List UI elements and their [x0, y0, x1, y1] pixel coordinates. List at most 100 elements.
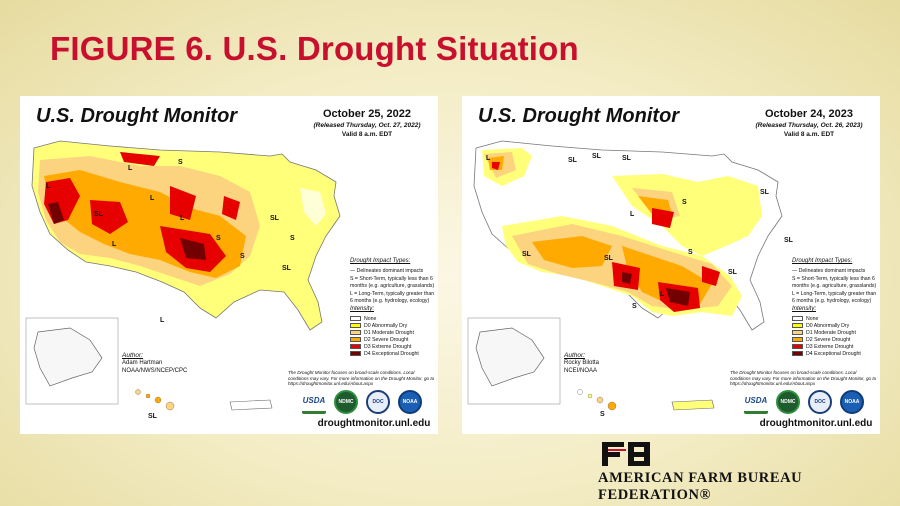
hawaii-label: SL	[148, 413, 158, 420]
author-org: NOAA/NWS/NCEP/CPC	[122, 368, 188, 375]
author-block: Author: Adam Hartman NOAA/NWS/NCEP/CPC	[122, 352, 187, 376]
legend-item-label: D4 Exceptional Drought	[364, 350, 419, 357]
legend-item-label: D2 Severe Drought	[364, 336, 409, 343]
impact-label: SL	[522, 251, 532, 258]
doc-logo: DOC	[808, 390, 832, 414]
map-legend: Drought Impact Types: ⁓ Delineates domin…	[792, 258, 878, 358]
impact-label: L	[486, 155, 491, 162]
dominant-impacts-icon: ⁓	[350, 267, 357, 274]
impact-label: L	[46, 183, 51, 190]
intensity-heading: Intensity:	[350, 306, 375, 312]
impact-label: L	[660, 291, 665, 298]
usda-logo: USDA	[744, 390, 768, 414]
ndmc-logo: NDMC	[334, 390, 358, 414]
impact-label: S	[178, 159, 183, 166]
author-block: Author: Rocky Bilotta NCEI/NOAA	[564, 352, 599, 376]
map-title: U.S. Drought Monitor	[478, 105, 680, 127]
dominant-impacts-icon: ⁓	[792, 267, 799, 274]
legend-item: D2 Severe Drought	[350, 337, 436, 344]
valid-time: Valid 8 a.m. EDT	[783, 131, 835, 138]
legend-item-label: None	[364, 315, 377, 322]
impact-heading: Drought Impact Types:	[350, 258, 411, 264]
impact-label: S	[216, 235, 221, 242]
impact-label: L	[150, 195, 155, 202]
author-name: Adam Hartman	[122, 360, 163, 367]
author-org: NCEI/NOAA	[564, 368, 598, 375]
release-date: (Released Thursday, Oct. 26, 2023)	[755, 122, 863, 129]
drought-map-panel-2023: SL SL L L S SL SL SL SL S SL L S SL S U.…	[462, 96, 880, 434]
drought-monitor-link[interactable]: droughtmonitor.unl.edu	[759, 418, 873, 429]
impact-label: SL	[592, 153, 602, 160]
map-date: October 24, 2023	[764, 108, 854, 120]
map-title: U.S. Drought Monitor	[36, 105, 238, 127]
short-term-note: S = Short-Term, typically less than 6 mo…	[350, 276, 435, 289]
long-term-note: L = Long-Term, typically greater than 6 …	[350, 291, 435, 304]
afbf-logo-icon	[602, 442, 650, 466]
legend-item-label: None	[806, 315, 819, 322]
impact-label: SL	[568, 157, 578, 164]
impact-label: S	[240, 253, 245, 260]
legend-item: D1 Moderate Drought	[792, 330, 878, 337]
drought-monitor-link[interactable]: droughtmonitor.unl.edu	[317, 418, 431, 429]
impact-label: S	[632, 303, 637, 310]
impact-label: SL	[270, 215, 280, 222]
dominant-impacts-text: Delineates dominant impacts	[798, 267, 866, 274]
impact-label: L	[128, 165, 133, 172]
impact-label: L	[180, 215, 185, 222]
legend-item-label: D0 Abnormally Dry	[806, 322, 850, 329]
legend-item-label: D0 Abnormally Dry	[364, 322, 408, 329]
us-drought-map-2022: L S L SL L SL L S L SL S L S SL	[25, 140, 341, 420]
noaa-logo: NOAA	[398, 390, 422, 414]
legend-item: None	[350, 316, 436, 323]
impact-heading: Drought Impact Types:	[792, 258, 853, 264]
impact-label: S	[688, 249, 693, 256]
footnote: The Drought Monitor focuses on broad-sca…	[288, 370, 435, 387]
impact-label: S	[682, 199, 687, 206]
author-label: Author:	[564, 352, 585, 359]
legend-item-label: D3 Extreme Drought	[806, 343, 854, 350]
legend-item-label: D1 Moderate Drought	[364, 329, 414, 336]
doc-logo: DOC	[366, 390, 390, 414]
us-drought-map-2023: SL SL L L S SL SL SL SL S SL L S SL S	[467, 140, 794, 418]
legend-item-label: D2 Severe Drought	[806, 336, 851, 343]
ndmc-logo: NDMC	[776, 390, 800, 414]
drought-map-panel-2022: L S L SL L SL L S L SL S L S SL U.S. Dro…	[20, 96, 438, 434]
legend-item: D4 Exceptional Drought	[350, 351, 436, 358]
legend-item: D3 Extreme Drought	[792, 344, 878, 351]
legend-item: D0 Abnormally Dry	[350, 323, 436, 330]
impact-label: SL	[622, 155, 632, 162]
afbf-wordmark: AMERICAN FARM BUREAU FEDERATION®	[598, 470, 803, 503]
legend-item-label: D4 Exceptional Drought	[806, 350, 861, 357]
legend-item: D4 Exceptional Drought	[792, 351, 878, 358]
impact-label: SL	[94, 211, 104, 218]
long-term-note: L = Long-Term, typically greater than 6 …	[792, 291, 877, 304]
legend-item: D1 Moderate Drought	[350, 330, 436, 337]
slide-title: FIGURE 6. U.S. Drought Situation	[50, 30, 579, 67]
impact-label: SL	[604, 255, 614, 262]
impact-label: L	[630, 211, 635, 218]
release-date: (Released Thursday, Oct. 27, 2022)	[313, 122, 421, 129]
noaa-logo: NOAA	[840, 390, 864, 414]
impact-label: S	[290, 235, 295, 242]
intensity-heading: Intensity:	[792, 306, 817, 312]
author-name: Rocky Bilotta	[564, 360, 600, 367]
impact-label: L	[160, 317, 165, 324]
legend-item: None	[792, 316, 878, 323]
map-legend: Drought Impact Types: ⁓ Delineates domin…	[350, 258, 436, 358]
valid-time: Valid 8 a.m. EDT	[341, 131, 393, 138]
impact-label: SL	[282, 265, 292, 272]
agency-logos: USDA NDMC DOC NOAA	[744, 390, 864, 414]
dominant-impacts-text: Delineates dominant impacts	[356, 267, 424, 274]
short-term-note: S = Short-Term, typically less than 6 mo…	[792, 276, 877, 289]
footnote: The Drought Monitor focuses on broad-sca…	[730, 370, 877, 387]
legend-item-label: D1 Moderate Drought	[806, 329, 856, 336]
impact-label: SL	[728, 269, 738, 276]
author-label: Author:	[122, 352, 143, 359]
dominant-impacts: ⁓ Delineates dominant impacts	[792, 268, 878, 275]
usda-logo: USDA	[302, 390, 326, 414]
impact-label: SL	[784, 237, 794, 244]
legend-item: D3 Extreme Drought	[350, 344, 436, 351]
map-date: October 25, 2022	[322, 108, 412, 120]
legend-item: D2 Severe Drought	[792, 337, 878, 344]
legend-item: D0 Abnormally Dry	[792, 323, 878, 330]
